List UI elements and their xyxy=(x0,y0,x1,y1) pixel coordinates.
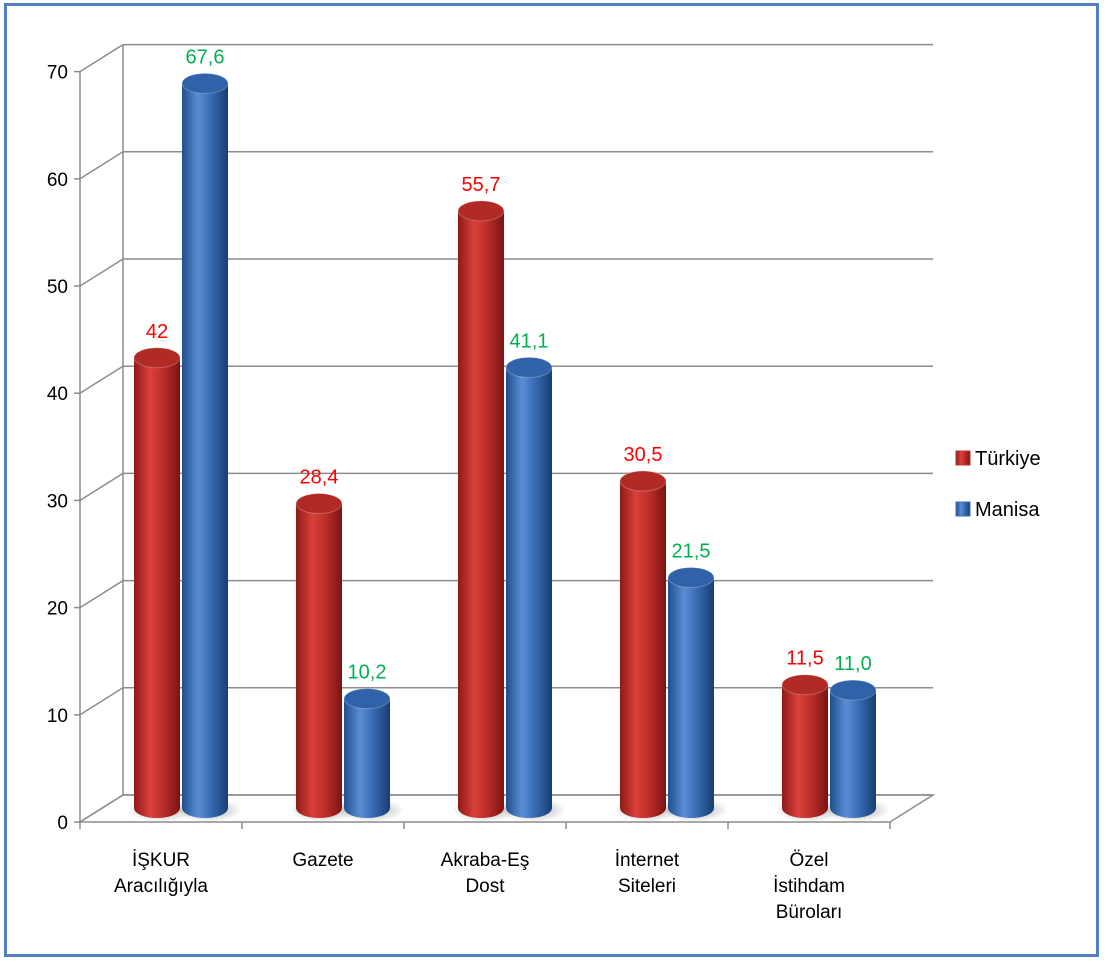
gridline-diagonal xyxy=(79,472,124,502)
bar-türkiye-2 xyxy=(452,200,518,822)
x-tick-label: Gazete xyxy=(292,850,353,871)
legend-item-manisa: Manisa xyxy=(955,499,1040,521)
data-label-türkiye-0: 42 xyxy=(146,321,168,343)
y-tick-label: 20 xyxy=(47,599,68,620)
gridline-diagonal xyxy=(79,151,124,180)
gridline-diagonal xyxy=(79,258,124,287)
labels-layer: 42 67,6 28,4 10,2 55,7 41,1 30,5 21,5 11,5 11,0 xyxy=(146,46,872,683)
y-tick-label: 50 xyxy=(47,277,68,298)
bar-manisa-4 xyxy=(824,679,890,822)
legend-item-türkiye: Türkiye xyxy=(955,448,1041,470)
data-label-türkiye-3: 30,5 xyxy=(624,444,663,466)
data-label-manisa-0: 67,6 xyxy=(186,46,225,68)
gridline-diagonal xyxy=(79,365,124,394)
data-label-türkiye-4: 11,5 xyxy=(786,648,823,670)
bar-türkiye-4 xyxy=(776,674,842,822)
x-tick-label: İnternet Siteleri xyxy=(615,850,680,897)
bar-türkiye-0 xyxy=(128,347,194,822)
y-tick-label: 70 xyxy=(47,63,68,84)
y-tick-label: 60 xyxy=(47,170,68,191)
legend-swatch xyxy=(955,450,971,466)
legend-label: Manisa xyxy=(975,499,1040,521)
gridline-diagonal xyxy=(79,43,124,73)
bar-manisa-2 xyxy=(500,356,566,822)
gridline-diagonal xyxy=(79,579,124,609)
data-label-manisa-2: 41,1 xyxy=(510,330,549,352)
data-label-manisa-1: 10,2 xyxy=(348,662,387,684)
bars-layer xyxy=(128,72,890,822)
x-tick-label: İŞKUR Aracılığıyla xyxy=(114,850,208,897)
data-label-manisa-4: 11,0 xyxy=(834,653,871,675)
y-tick-label: 10 xyxy=(47,706,68,727)
data-label-türkiye-2: 55,7 xyxy=(462,174,501,196)
bar-manisa-3 xyxy=(662,567,728,822)
data-label-türkiye-1: 28,4 xyxy=(300,467,339,489)
data-label-manisa-3: 21,5 xyxy=(672,541,711,563)
x-tick-label: Özel İstihdam Büroları xyxy=(773,850,845,923)
bar-türkiye-3 xyxy=(614,470,680,822)
bar-türkiye-1 xyxy=(290,493,356,822)
y-tick-label: 30 xyxy=(47,491,68,512)
y-tick-label: 0 xyxy=(57,813,68,834)
legend: Türkiye Manisa xyxy=(955,448,1041,521)
x-tick-label: Akraba-Eş Dost xyxy=(441,850,530,897)
bar-manisa-1 xyxy=(338,688,404,822)
y-tick-label: 40 xyxy=(47,384,68,405)
legend-swatch xyxy=(955,501,971,517)
bar-manisa-0 xyxy=(176,72,242,822)
legend-label: Türkiye xyxy=(975,448,1041,470)
gridline-diagonal xyxy=(79,687,124,716)
floor xyxy=(77,794,936,823)
